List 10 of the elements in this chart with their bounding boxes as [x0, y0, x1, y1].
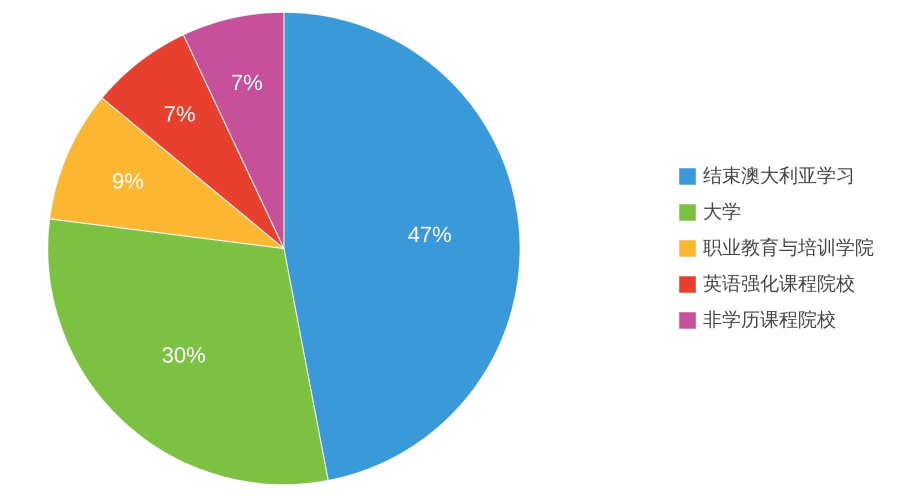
legend-label: 职业教育与培训学院: [703, 236, 874, 261]
data-label: 30%: [162, 342, 206, 368]
data-label: 7%: [230, 70, 263, 96]
legend-label: 大学: [703, 200, 741, 225]
data-label: 47%: [408, 222, 452, 248]
legend-label: 结束澳大利亚学习: [703, 164, 855, 189]
data-label: 9%: [112, 168, 144, 194]
legend-label: 非学历课程院校: [703, 308, 836, 333]
legend-label: 英语强化课程院校: [703, 272, 855, 297]
data-label: 7%: [164, 102, 196, 127]
